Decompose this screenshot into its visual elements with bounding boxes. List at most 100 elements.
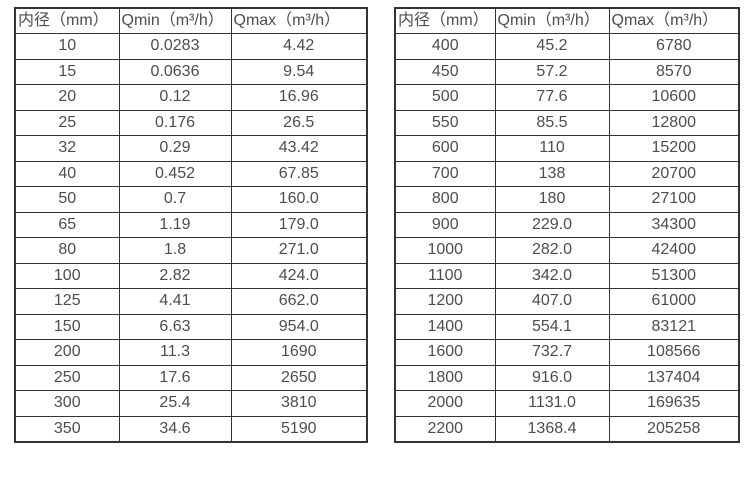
table-cell: 65 <box>14 211 120 238</box>
table-row: 2000 1131.0 169635 <box>394 390 740 417</box>
table-cell: 4.42 <box>230 33 368 60</box>
table-cell: 732.7 <box>494 339 610 366</box>
table-cell: 26.5 <box>230 109 368 136</box>
table-cell: 0.0283 <box>118 33 232 60</box>
table-cell: 100 <box>14 262 120 289</box>
table-row: 200 11.3 1690 <box>14 339 368 366</box>
table-cell: 10 <box>14 33 120 60</box>
table-cell: 2000 <box>394 390 496 417</box>
table-row: 内径（mm） Qmin（m³/h） Qmax（m³/h） <box>14 7 368 34</box>
table-row: 10 0.0283 4.42 <box>14 33 368 60</box>
table-cell: 200 <box>14 339 120 366</box>
table-cell: 229.0 <box>494 211 610 238</box>
table-cell: 1.8 <box>118 237 232 264</box>
table-cell: 169635 <box>608 390 740 417</box>
spec-table-left: 内径（mm） Qmin（m³/h） Qmax（m³/h） 10 0.0283 4.42 1… <box>14 7 368 443</box>
table-cell: 45.2 <box>494 33 610 60</box>
table-cell: 1.19 <box>118 211 232 238</box>
table-cell: 1200 <box>394 288 496 315</box>
table-cell: 350 <box>14 415 120 442</box>
table-cell: 1600 <box>394 339 496 366</box>
table-row: 800 180 27100 <box>394 186 740 213</box>
table-row: 25 0.176 26.5 <box>14 109 368 136</box>
table-cell: 43.42 <box>230 135 368 162</box>
table-cell: 342.0 <box>494 262 610 289</box>
table-header-row: 内径（mm） Qmin（m³/h） Qmax（m³/h） <box>394 7 740 34</box>
table-cell: 32 <box>14 135 120 162</box>
table-cell: 8570 <box>608 58 740 85</box>
table-cell: 160.0 <box>230 186 368 213</box>
table-cell: 50 <box>14 186 120 213</box>
table-cell: 600 <box>394 135 496 162</box>
table-cell: 282.0 <box>494 237 610 264</box>
table-cell: 916.0 <box>494 364 610 391</box>
table-cell: 61000 <box>608 288 740 315</box>
table-cell: 1368.4 <box>494 415 610 442</box>
table-cell: 2.82 <box>118 262 232 289</box>
table-cell: 400 <box>394 33 496 60</box>
table-row: 1400 554.1 83121 <box>394 313 740 340</box>
table-cell: 3810 <box>230 390 368 417</box>
table-cell: 42400 <box>608 237 740 264</box>
table-cell: 0.29 <box>118 135 232 162</box>
table-cell: 20 <box>14 84 120 111</box>
table-row: 80 1.8 271.0 <box>14 237 368 264</box>
table-cell: 16.96 <box>230 84 368 111</box>
table-cell: 10600 <box>608 84 740 111</box>
table-cell: 700 <box>394 160 496 187</box>
table-row: 1100 342.0 51300 <box>394 262 740 289</box>
table-cell: 11.3 <box>118 339 232 366</box>
table-cell: 34.6 <box>118 415 232 442</box>
table-cell: 138 <box>494 160 610 187</box>
table-cell: 40 <box>14 160 120 187</box>
table-cell: 500 <box>394 84 496 111</box>
table-cell: 1800 <box>394 364 496 391</box>
column-header: 内径（mm） <box>394 7 496 34</box>
table-row: 550 85.5 12800 <box>394 109 740 136</box>
table-cell: 0.0636 <box>118 58 232 85</box>
table-row: 250 17.6 2650 <box>14 364 368 391</box>
table-row: 1800 916.0 137404 <box>394 364 740 391</box>
table-cell: 0.452 <box>118 160 232 187</box>
table-cell: 0.176 <box>118 109 232 136</box>
column-header: 内径（mm） <box>14 7 120 34</box>
table-cell: 15 <box>14 58 120 85</box>
table-cell: 6780 <box>608 33 740 60</box>
table-row: 1000 282.0 42400 <box>394 237 740 264</box>
table-cell: 554.1 <box>494 313 610 340</box>
table-cell: 1131.0 <box>494 390 610 417</box>
table-cell: 180 <box>494 186 610 213</box>
table-cell: 17.6 <box>118 364 232 391</box>
table-cell: 150 <box>14 313 120 340</box>
table-cell: 662.0 <box>230 288 368 315</box>
table-cell: 137404 <box>608 364 740 391</box>
table-cell: 407.0 <box>494 288 610 315</box>
table-row: 内径（mm） Qmin（m³/h） Qmax（m³/h） <box>394 7 740 34</box>
table-cell: 0.7 <box>118 186 232 213</box>
table-row: 100 2.82 424.0 <box>14 262 368 289</box>
table-row: 40 0.452 67.85 <box>14 160 368 187</box>
table-row: 700 138 20700 <box>394 160 740 187</box>
table-cell: 300 <box>14 390 120 417</box>
table-cell: 20700 <box>608 160 740 187</box>
table-cell: 250 <box>14 364 120 391</box>
table-row: 65 1.19 179.0 <box>14 211 368 238</box>
table-cell: 424.0 <box>230 262 368 289</box>
table-row: 600 110 15200 <box>394 135 740 162</box>
table-row: 1200 407.0 61000 <box>394 288 740 315</box>
table-row: 125 4.41 662.0 <box>14 288 368 315</box>
table-row: 150 6.63 954.0 <box>14 313 368 340</box>
table-header-row: 内径（mm） Qmin（m³/h） Qmax（m³/h） <box>14 7 368 34</box>
table-cell: 4.41 <box>118 288 232 315</box>
table-row: 15 0.0636 9.54 <box>14 58 368 85</box>
table-row: 350 34.6 5190 <box>14 415 368 442</box>
table-cell: 51300 <box>608 262 740 289</box>
table-cell: 0.12 <box>118 84 232 111</box>
table-cell: 2200 <box>394 415 496 442</box>
table-row: 50 0.7 160.0 <box>14 186 368 213</box>
table-row: 900 229.0 34300 <box>394 211 740 238</box>
table-cell: 900 <box>394 211 496 238</box>
column-header: Qmax（m³/h） <box>608 7 740 34</box>
column-header: Qmin（m³/h） <box>494 7 610 34</box>
table-cell: 550 <box>394 109 496 136</box>
